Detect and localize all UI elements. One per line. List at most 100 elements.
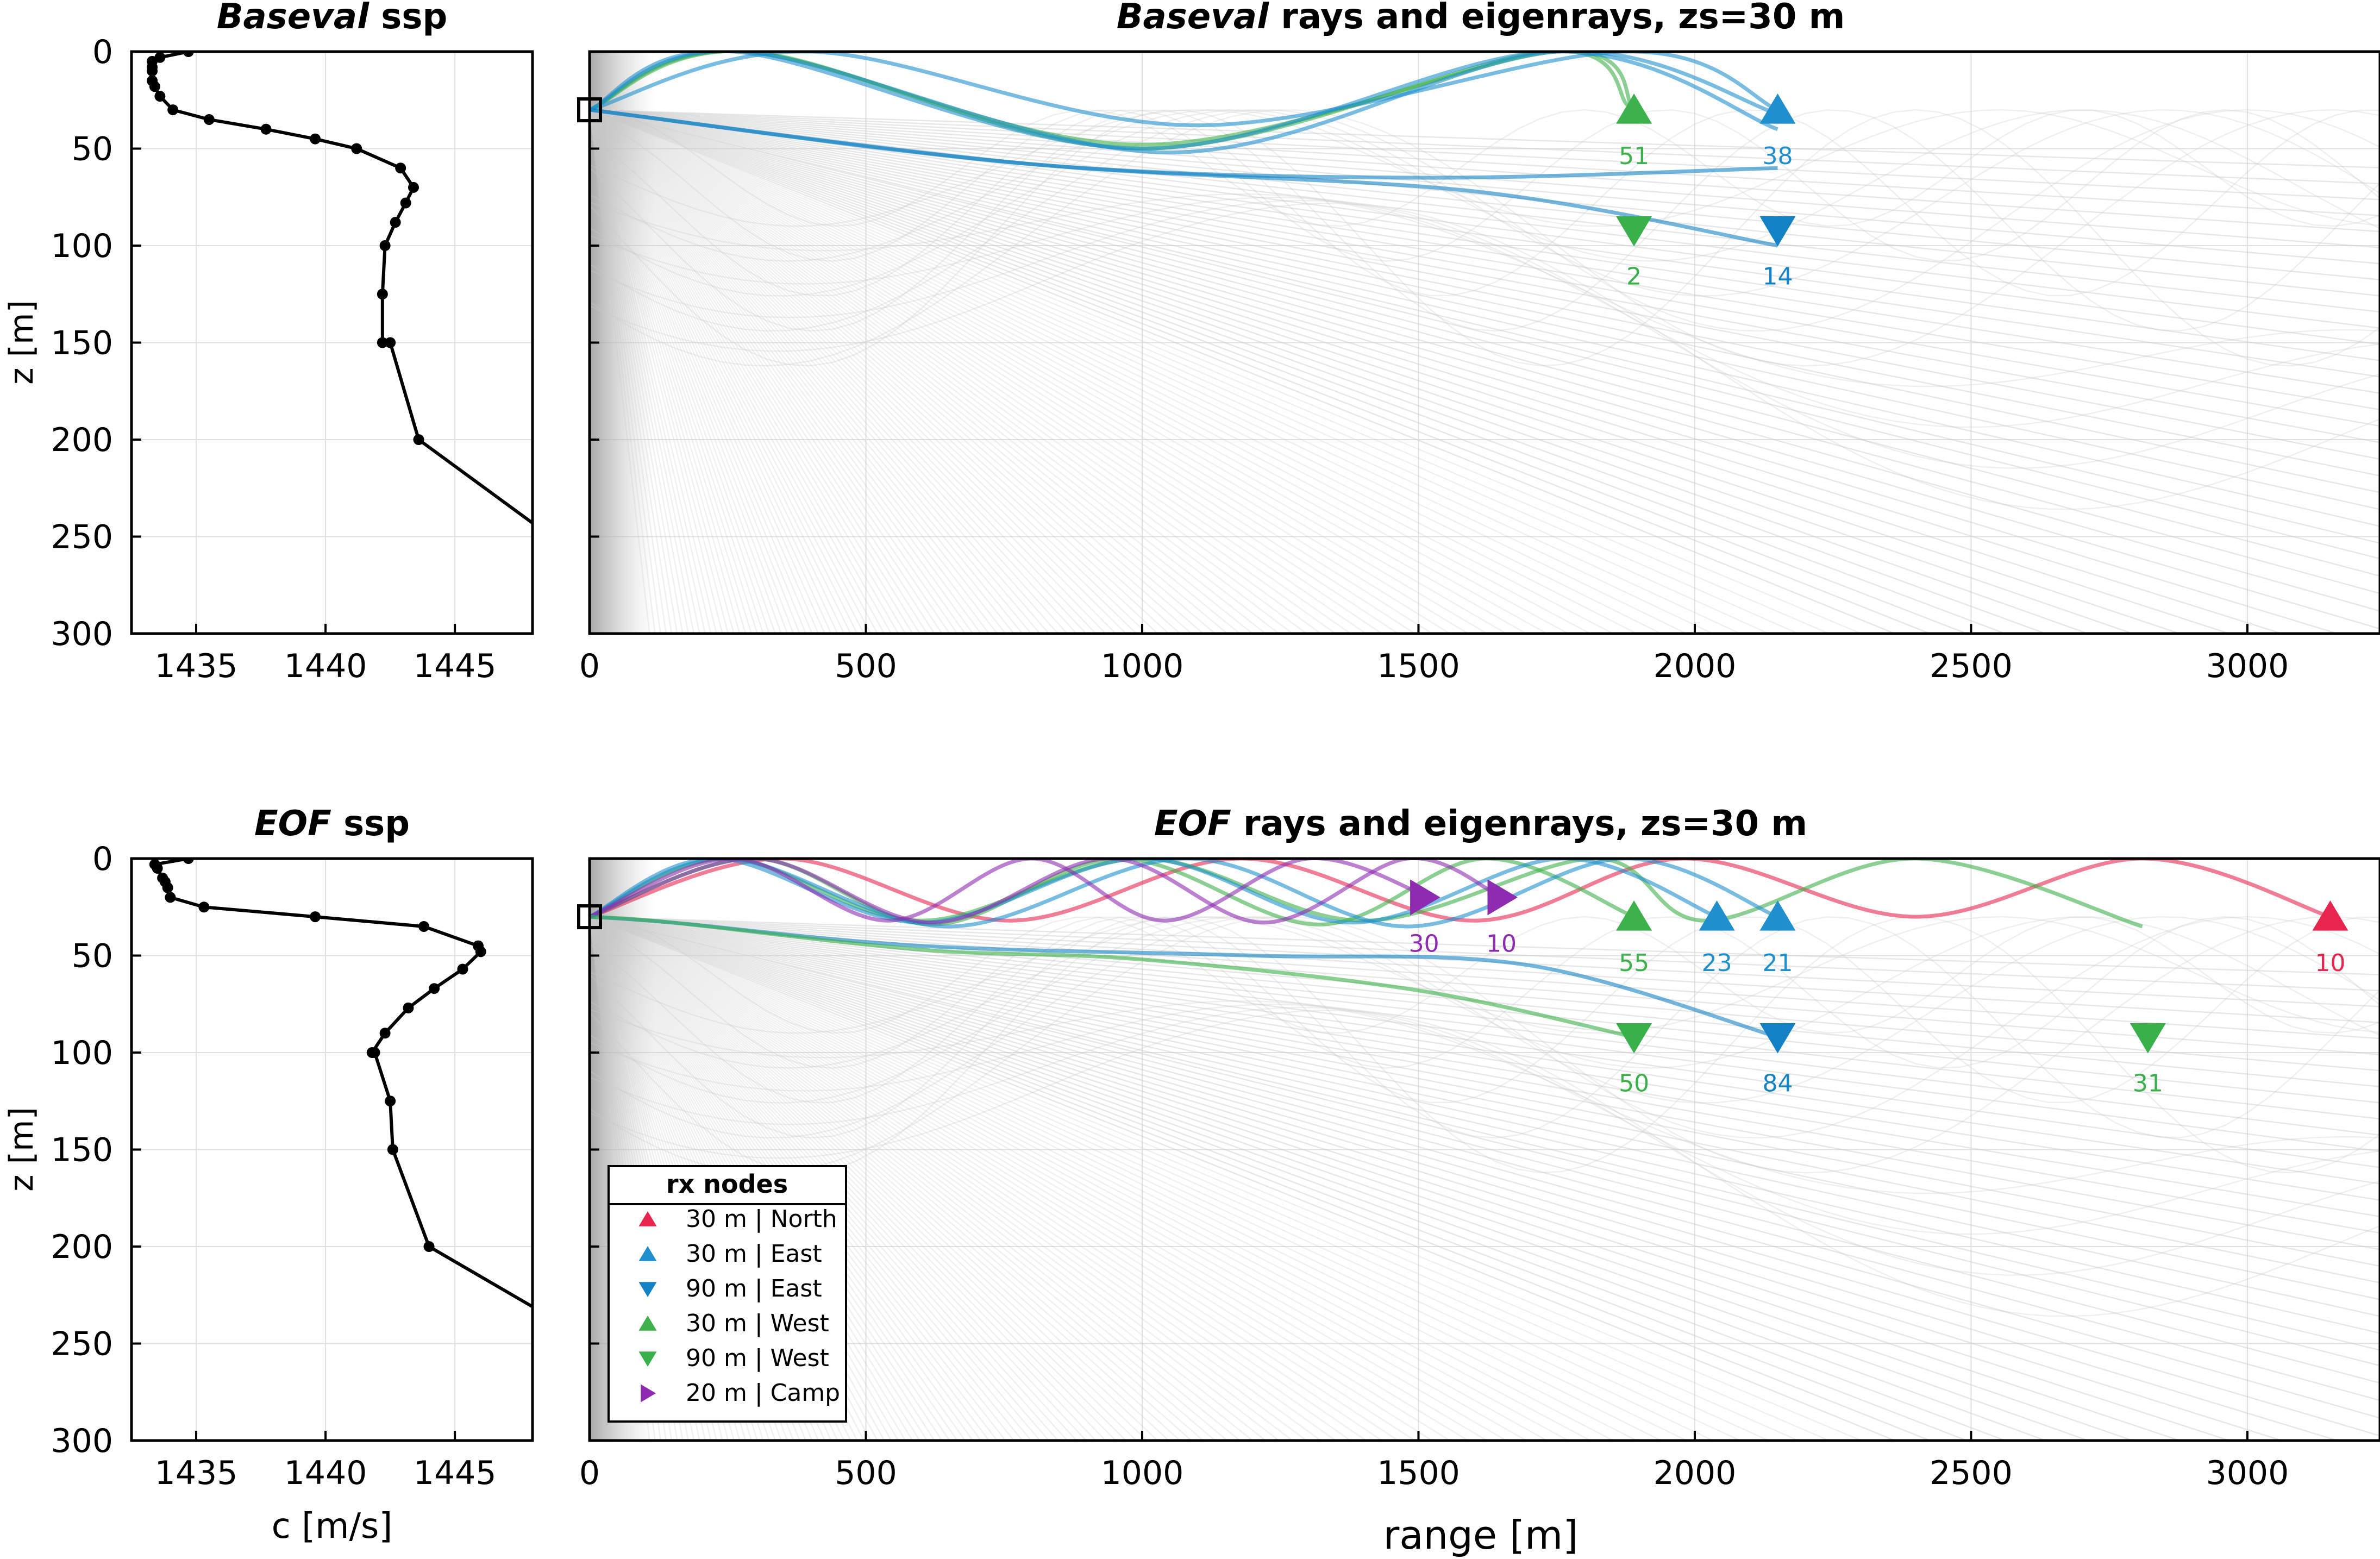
y-tick-label: 250 — [51, 518, 113, 556]
background-ray — [590, 109, 1068, 634]
legend-label: 90 m | East — [686, 1275, 822, 1303]
ssp-point — [457, 963, 468, 975]
eigenray-camp20 — [590, 859, 1502, 925]
ssp-point — [400, 197, 411, 209]
x-tick-label: 1435 — [155, 1454, 238, 1492]
background-ray — [590, 916, 1470, 1441]
background-ray — [590, 916, 2182, 1441]
background-ray — [590, 109, 678, 634]
ray-fan-shade — [590, 52, 655, 634]
y-axis-label: z [m] — [3, 300, 41, 385]
background-ray — [590, 109, 838, 634]
legend-marker — [638, 1282, 657, 1297]
background-ray — [590, 109, 1897, 634]
background-ray — [590, 109, 1267, 634]
background-ray — [590, 109, 2380, 367]
ssp-point — [385, 1095, 396, 1107]
background-ray — [590, 916, 1078, 1441]
background-ray — [590, 109, 673, 634]
source-marker — [577, 97, 602, 123]
panel-ssp-baseval: Baseval ssp 1435 1440 1445 0 50 100 150 200 250 3… — [3, 0, 534, 685]
background-ray — [590, 916, 1254, 1441]
background-ray — [590, 109, 1006, 634]
ssp-point — [429, 983, 440, 994]
background-ray — [590, 109, 712, 634]
background-ray — [590, 109, 1107, 634]
panel-title: Baseval ssp — [217, 0, 448, 37]
background-ray — [590, 916, 1352, 1441]
receiver-marker — [2130, 1023, 2166, 1054]
legend-marker — [638, 1351, 657, 1367]
background-ray — [590, 109, 2090, 634]
background-ray — [590, 916, 1417, 1441]
receiver-marker — [1487, 879, 1518, 916]
background-ray — [590, 109, 1148, 634]
background-ray — [590, 916, 1308, 1441]
background-ray — [590, 109, 2380, 296]
background-ray — [590, 916, 1897, 1441]
background-ray — [590, 109, 906, 634]
legend-marker — [641, 1384, 656, 1403]
ssp-point — [377, 337, 388, 348]
background-ray — [590, 109, 1688, 634]
background-ray — [590, 109, 1969, 634]
ssp-point — [152, 862, 163, 874]
eigenray-count-label: 55 — [1619, 949, 1649, 977]
background-ray — [590, 916, 1322, 1441]
axis-ticks: 0 500 1000 1500 2000 2500 3000 — [579, 857, 2289, 1492]
ssp-profile — [147, 52, 533, 524]
background-ray — [590, 109, 1770, 634]
x-tick-label: 2000 — [1654, 1454, 1737, 1492]
receiver-marker — [1616, 900, 1652, 931]
eigenray-count-label: 30 — [1409, 930, 1439, 957]
ssp-point — [351, 143, 362, 154]
x-tick-label: 1500 — [1377, 1454, 1460, 1492]
background-ray — [590, 916, 1800, 1441]
background-ray — [590, 109, 2380, 227]
ssp-point — [379, 1028, 391, 1039]
background-ray — [590, 109, 1117, 634]
background-ray — [590, 916, 1229, 1441]
x-tick-label: 0 — [579, 647, 600, 685]
background-ray — [590, 109, 1059, 634]
eigenray-count-label: 38 — [1762, 142, 1793, 170]
background-ray — [590, 916, 2380, 1367]
background-ray — [590, 109, 1217, 634]
background-ray — [590, 109, 885, 634]
axis-ticks: 1435 1440 1445 0 50 100 150 200 250 300 — [51, 33, 496, 685]
background-ray — [590, 109, 2380, 262]
background-ray — [590, 109, 872, 634]
background-ray — [590, 109, 747, 634]
receiver-marker — [1616, 1023, 1652, 1054]
eigenray-count-label: 10 — [1486, 930, 1517, 957]
eigenray-count-label: 10 — [2315, 949, 2345, 977]
background-ray — [590, 109, 2232, 634]
background-ray — [590, 109, 851, 634]
y-tick-label: 300 — [51, 1422, 113, 1460]
background-ray — [590, 916, 2048, 1441]
background-ray — [590, 109, 936, 634]
background-ray — [590, 916, 2380, 1104]
background-ray — [590, 109, 1041, 634]
background-ray — [590, 916, 1615, 1441]
legend-label: 30 m | East — [686, 1240, 822, 1268]
background-ray — [590, 109, 1087, 634]
ssp-point — [418, 921, 430, 932]
background-ray — [590, 109, 741, 634]
eigenray-count-label: 50 — [1619, 1069, 1649, 1097]
background-ray — [590, 916, 1638, 1441]
background-ray — [590, 109, 1097, 634]
background-ray — [590, 109, 2182, 634]
background-ray — [590, 109, 1638, 634]
ssp-grid — [131, 51, 533, 634]
background-ray — [590, 916, 2380, 1103]
x-tick-label: 3000 — [2206, 1454, 2289, 1492]
background-ray — [590, 916, 2232, 1441]
background-ray — [590, 916, 1383, 1441]
background-ray — [590, 109, 1254, 634]
background-ray — [590, 916, 1368, 1441]
background-ray — [590, 916, 1508, 1441]
background-ray — [590, 109, 1800, 634]
background-ray — [590, 109, 1451, 634]
legend-marker — [638, 1246, 657, 1261]
